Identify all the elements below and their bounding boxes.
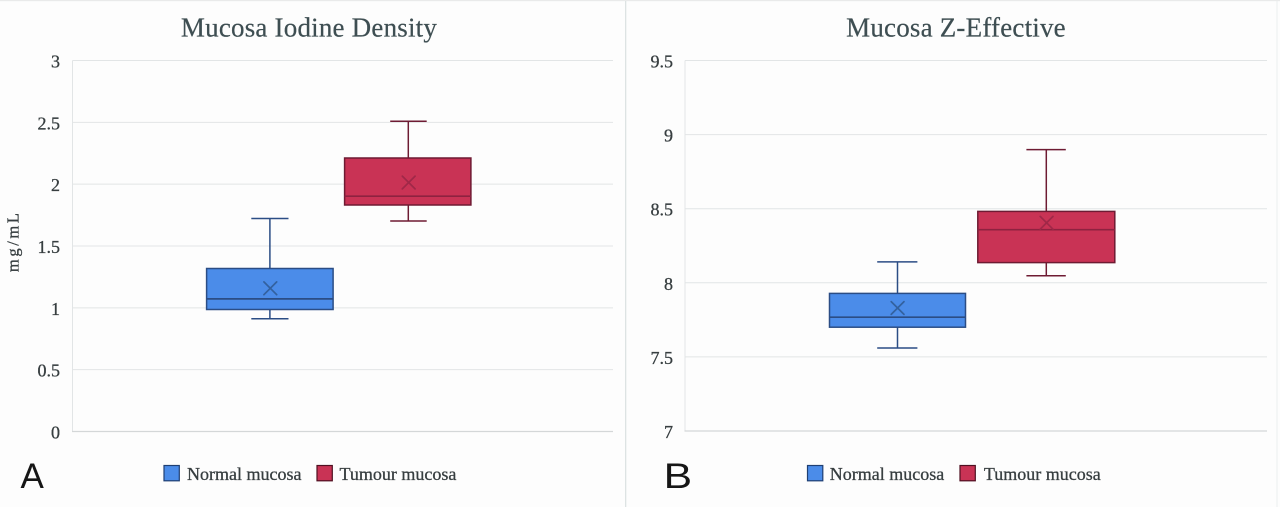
svg-text:Mucosa Z-Effective: Mucosa Z-Effective — [846, 13, 1066, 43]
svg-text:7: 7 — [664, 422, 673, 442]
svg-text:mg/mL: mg/mL — [4, 211, 23, 273]
svg-text:B: B — [664, 458, 692, 497]
svg-text:7.5: 7.5 — [651, 348, 674, 368]
svg-text:Mucosa Iodine Density: Mucosa Iodine Density — [181, 13, 437, 43]
svg-text:Tumour mucosa: Tumour mucosa — [984, 464, 1101, 484]
svg-text:8: 8 — [664, 274, 673, 294]
svg-text:2: 2 — [51, 175, 60, 195]
svg-text:1: 1 — [51, 299, 60, 319]
svg-text:0.5: 0.5 — [38, 361, 61, 381]
svg-text:Normal mucosa: Normal mucosa — [187, 464, 301, 484]
svg-text:9.5: 9.5 — [651, 52, 674, 72]
svg-text:0: 0 — [51, 423, 60, 443]
svg-text:Tumour mucosa: Tumour mucosa — [340, 464, 457, 484]
svg-text:2.5: 2.5 — [38, 113, 61, 133]
svg-text:3: 3 — [51, 52, 60, 72]
svg-text:9: 9 — [664, 126, 673, 146]
svg-text:1.5: 1.5 — [38, 237, 61, 257]
svg-text:Normal mucosa: Normal mucosa — [830, 464, 944, 484]
svg-text:A: A — [21, 457, 45, 496]
svg-text:8.5: 8.5 — [651, 200, 674, 220]
